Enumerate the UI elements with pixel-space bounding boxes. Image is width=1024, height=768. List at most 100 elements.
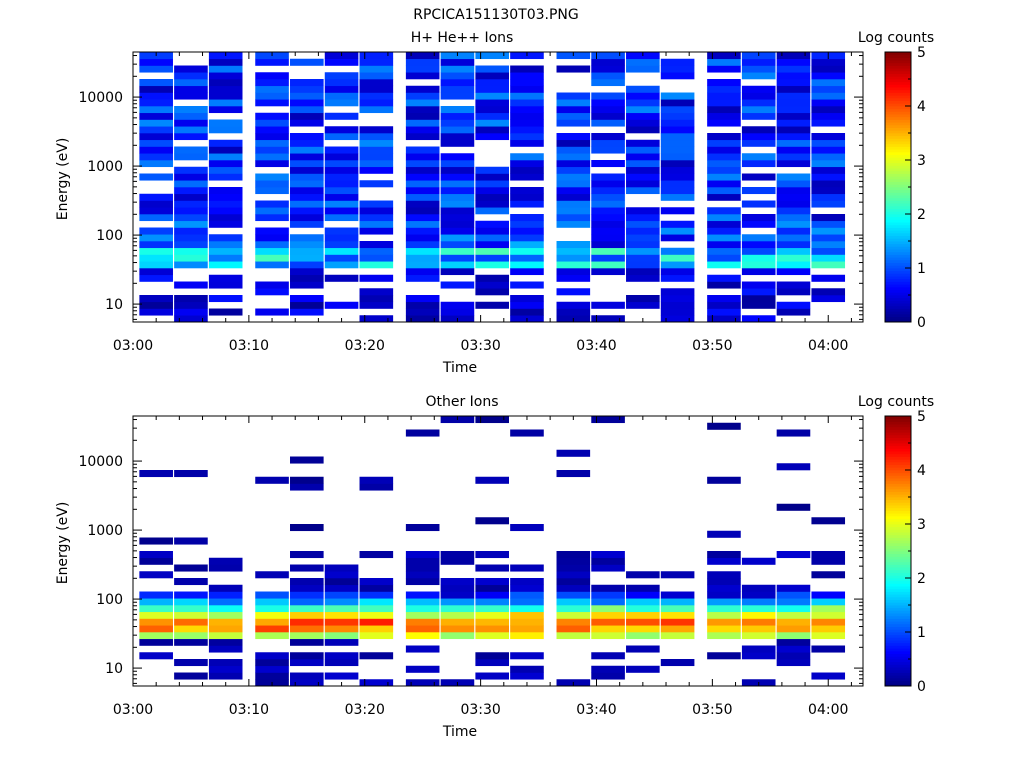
heatmap-cell bbox=[359, 611, 394, 619]
heatmap-cell bbox=[510, 672, 544, 680]
heatmap-cell bbox=[776, 153, 811, 161]
heatmap-cell bbox=[139, 652, 173, 660]
heatmap-cell bbox=[660, 288, 695, 296]
colorbar-tick-label: 2 bbox=[917, 571, 926, 587]
heatmap-cell bbox=[707, 254, 741, 262]
heatmap-cell bbox=[626, 605, 660, 613]
heatmap-cell bbox=[255, 632, 289, 640]
heatmap-cell bbox=[139, 268, 173, 276]
colorbar-swatch bbox=[885, 76, 911, 80]
heatmap-cell bbox=[707, 160, 741, 168]
colorbar-swatch bbox=[885, 176, 911, 180]
colorbar-swatch bbox=[885, 524, 911, 528]
heatmap-cell bbox=[741, 288, 776, 296]
heatmap-cell bbox=[255, 308, 289, 316]
colorbar-swatch bbox=[885, 111, 911, 115]
heatmap-cell bbox=[440, 92, 475, 100]
heatmap-cell bbox=[290, 274, 324, 282]
heatmap-cell bbox=[324, 166, 359, 174]
heatmap-cell bbox=[290, 598, 324, 606]
colorbar-swatch bbox=[885, 224, 911, 228]
heatmap-cell bbox=[660, 234, 695, 242]
heatmap-cell bbox=[405, 611, 440, 619]
colorbar-swatch bbox=[885, 529, 911, 533]
heatmap-cell bbox=[359, 72, 394, 80]
colorbar-swatch bbox=[885, 270, 911, 274]
heatmap-cell bbox=[660, 220, 695, 228]
heatmap-cell bbox=[324, 214, 359, 222]
heatmap-cell bbox=[440, 85, 475, 93]
heatmap-cell bbox=[556, 557, 591, 565]
heatmap-cell bbox=[359, 153, 394, 161]
heatmap-cell bbox=[510, 261, 544, 269]
heatmap-cell bbox=[475, 254, 509, 262]
heatmap-cell bbox=[405, 625, 440, 633]
heatmap-cell bbox=[405, 234, 440, 242]
heatmap-cell bbox=[440, 281, 475, 289]
heatmap-cell bbox=[405, 227, 440, 235]
heatmap-cell bbox=[359, 99, 394, 107]
colorbar-swatch bbox=[885, 222, 911, 226]
colorbar-swatch bbox=[885, 453, 911, 457]
heatmap-cell bbox=[290, 139, 324, 147]
heatmap-cell bbox=[776, 79, 811, 87]
heatmap-cell bbox=[475, 85, 509, 93]
heatmap-cell bbox=[440, 106, 475, 114]
heatmap-cell bbox=[591, 227, 625, 235]
heatmap-cell bbox=[707, 598, 741, 606]
heatmap-cell bbox=[405, 187, 440, 195]
heatmap-cell bbox=[324, 153, 359, 161]
colorbar-swatch bbox=[885, 284, 911, 288]
heatmap-cell bbox=[255, 126, 289, 134]
heatmap-cell bbox=[290, 268, 324, 276]
heatmap-cells bbox=[139, 416, 846, 687]
colorbar-swatch bbox=[885, 246, 911, 250]
heatmap-cell bbox=[776, 551, 811, 559]
heatmap-cell bbox=[139, 227, 173, 235]
heatmap-cell bbox=[139, 146, 173, 154]
colorbar-swatch bbox=[885, 497, 911, 501]
heatmap-cell bbox=[811, 139, 846, 147]
heatmap-cell bbox=[440, 611, 475, 619]
heatmap-cell bbox=[208, 187, 243, 195]
colorbar-swatch bbox=[885, 297, 911, 301]
colorbar-swatch bbox=[885, 95, 911, 99]
colorbar-swatch bbox=[885, 54, 911, 58]
heatmap-cell bbox=[510, 605, 544, 613]
heatmap-cell bbox=[255, 72, 289, 80]
heatmap-cell bbox=[707, 295, 741, 303]
heatmap-cell bbox=[811, 106, 846, 114]
colorbar-swatch bbox=[885, 146, 911, 150]
heatmap-cell bbox=[139, 106, 173, 114]
heatmap-cell bbox=[174, 591, 208, 599]
heatmap-cell bbox=[591, 106, 625, 114]
heatmap-cell bbox=[660, 133, 695, 141]
heatmap-cell bbox=[741, 254, 776, 262]
colorbar-swatch bbox=[885, 437, 911, 441]
heatmap-cell bbox=[707, 422, 741, 430]
heatmap-cell bbox=[707, 112, 741, 120]
colorbar-swatch bbox=[885, 629, 911, 633]
heatmap-cell bbox=[510, 524, 544, 532]
colorbar-swatch bbox=[885, 561, 911, 565]
heatmap-cell bbox=[255, 207, 289, 215]
heatmap-cell bbox=[440, 254, 475, 262]
heatmap-cell bbox=[139, 200, 173, 208]
heatmap-cell bbox=[510, 308, 544, 316]
heatmap-cell bbox=[475, 274, 509, 282]
heatmap-cell bbox=[139, 85, 173, 93]
heatmap-cell bbox=[174, 166, 208, 174]
colorbar-swatch bbox=[885, 100, 911, 104]
colorbar-swatch bbox=[885, 510, 911, 514]
heatmap-cell bbox=[290, 160, 324, 168]
colorbar-swatch bbox=[885, 637, 911, 641]
heatmap-cell bbox=[139, 65, 173, 73]
heatmap-cell bbox=[591, 254, 625, 262]
heatmap-cell bbox=[741, 261, 776, 269]
colorbar-swatch bbox=[885, 548, 911, 552]
heatmap-cell bbox=[591, 160, 625, 168]
heatmap-cell bbox=[776, 106, 811, 114]
heatmap-cell bbox=[776, 618, 811, 626]
colorbar-swatch bbox=[885, 456, 911, 460]
heatmap-cell bbox=[405, 564, 440, 572]
